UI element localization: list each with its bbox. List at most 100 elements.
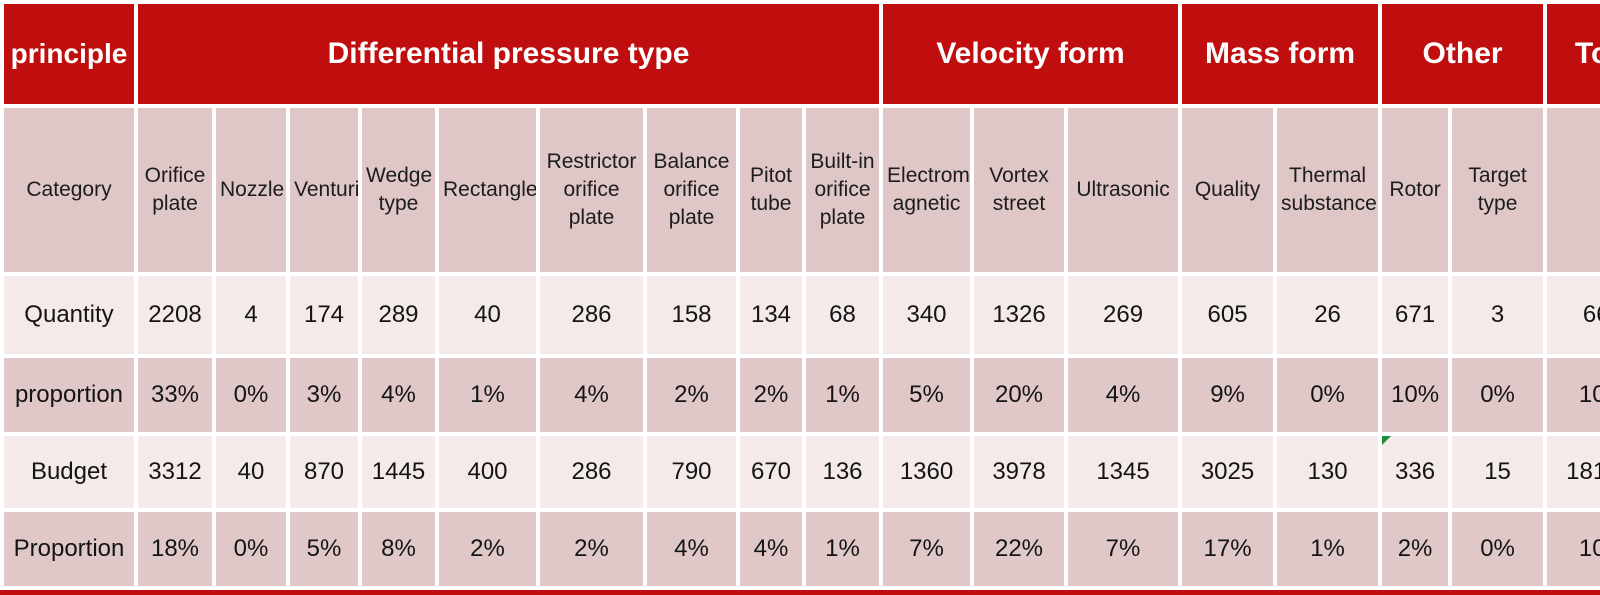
data-cell: 17% xyxy=(1182,512,1274,586)
data-cell: 2% xyxy=(647,358,736,432)
data-cell: 4% xyxy=(540,358,643,432)
data-cell: 1% xyxy=(1277,512,1379,586)
proportion-row-2: Proportion 18% 0% 5% 8% 2% 2% 4% 4% 1% 7… xyxy=(4,512,1600,586)
header-other: Other xyxy=(1382,4,1544,104)
data-cell: 40 xyxy=(439,276,536,354)
budget-row: Budget 3312 40 870 1445 400 286 790 670 … xyxy=(4,436,1600,508)
data-cell: 0% xyxy=(216,358,286,432)
bottom-red-strip xyxy=(0,590,1600,595)
data-cell: 286 xyxy=(540,276,643,354)
category-pitot-tube: Pitot tube xyxy=(740,108,802,272)
data-cell: 0% xyxy=(1452,512,1544,586)
data-cell: 2% xyxy=(740,358,802,432)
data-cell: 9% xyxy=(1182,358,1274,432)
data-cell: 2% xyxy=(1382,512,1449,586)
category-built-in-orifice-plate: Built-in orifice plate xyxy=(806,108,880,272)
proportion-row-1: proportion 33% 0% 3% 4% 1% 4% 2% 2% 1% 5… xyxy=(4,358,1600,432)
data-cell: 0% xyxy=(1452,358,1544,432)
category-rectangle: Rectangle xyxy=(439,108,536,272)
data-cell: 2% xyxy=(540,512,643,586)
data-cell: 8% xyxy=(362,512,435,586)
row-label-budget: Budget xyxy=(4,436,134,508)
header-total: Total xyxy=(1547,4,1600,104)
data-cell: 33% xyxy=(138,358,212,432)
data-cell: 3% xyxy=(290,358,358,432)
data-cell: 3025 xyxy=(1182,436,1274,508)
data-cell: 4% xyxy=(740,512,802,586)
category-empty xyxy=(1547,108,1600,272)
data-cell: 0% xyxy=(216,512,286,586)
data-cell: 1360 xyxy=(883,436,971,508)
data-cell: 400 xyxy=(439,436,536,508)
data-cell: 20% xyxy=(974,358,1065,432)
data-cell: 5% xyxy=(883,358,971,432)
category-orifice-plate: Orifice plate xyxy=(138,108,212,272)
header-row: principle Differential pressure type Vel… xyxy=(4,4,1600,104)
data-cell: 10% xyxy=(1382,358,1449,432)
data-cell: 1445 xyxy=(362,436,435,508)
row-label-proportion: proportion xyxy=(4,358,134,432)
data-cell: 18% xyxy=(138,512,212,586)
data-cell: 1326 xyxy=(974,276,1065,354)
data-cell: 5% xyxy=(290,512,358,586)
data-cell: 136 xyxy=(806,436,880,508)
data-cell: 40 xyxy=(216,436,286,508)
data-cell: 3312 xyxy=(138,436,212,508)
data-cell: 22% xyxy=(974,512,1065,586)
category-restrictor-orifice-plate: Restrictor orifice plate xyxy=(540,108,643,272)
data-cell: 130 xyxy=(1277,436,1379,508)
data-cell: 68 xyxy=(806,276,880,354)
data-cell-total: 18137.5 xyxy=(1547,436,1600,508)
data-cell: 1% xyxy=(806,358,880,432)
data-cell: 1345 xyxy=(1068,436,1179,508)
data-cell-rotor-budget: 336 xyxy=(1382,436,1449,508)
category-balance-orifice-plate: Balance orifice plate xyxy=(647,108,736,272)
category-row: Category Orifice plate Nozzle Venturi We… xyxy=(4,108,1600,272)
data-cell: 3 xyxy=(1452,276,1544,354)
header-velocity-form: Velocity form xyxy=(883,4,1179,104)
category-wedge-type: Wedge type xyxy=(362,108,435,272)
data-cell: 4 xyxy=(216,276,286,354)
data-cell: 174 xyxy=(290,276,358,354)
data-cell: 7% xyxy=(1068,512,1179,586)
category-thermal-substance: Thermal substance xyxy=(1277,108,1379,272)
data-cell: 605 xyxy=(1182,276,1274,354)
data-cell: 134 xyxy=(740,276,802,354)
category-ultrasonic: Ultrasonic xyxy=(1068,108,1179,272)
data-cell: 4% xyxy=(362,358,435,432)
data-cell: 158 xyxy=(647,276,736,354)
data-cell: 671 xyxy=(1382,276,1449,354)
data-cell: 790 xyxy=(647,436,736,508)
data-cell: 1% xyxy=(806,512,880,586)
data-cell: 670 xyxy=(740,436,802,508)
data-cell-value: 336 xyxy=(1395,458,1436,485)
header-mass-form: Mass form xyxy=(1182,4,1379,104)
category-vortex-street: Vortex street xyxy=(974,108,1065,272)
category-quality: Quality xyxy=(1182,108,1274,272)
error-indicator-icon xyxy=(1382,436,1392,445)
data-cell: 7% xyxy=(883,512,971,586)
header-differential-pressure-type: Differential pressure type xyxy=(138,4,880,104)
category-target-type: Target type xyxy=(1452,108,1544,272)
data-cell: 1% xyxy=(439,358,536,432)
category-rotor: Rotor xyxy=(1382,108,1449,272)
data-cell: 26 xyxy=(1277,276,1379,354)
data-cell: 870 xyxy=(290,436,358,508)
data-cell-total: 100% xyxy=(1547,358,1600,432)
data-cell-total: 6605 xyxy=(1547,276,1600,354)
data-cell: 286 xyxy=(540,436,643,508)
data-cell: 2% xyxy=(439,512,536,586)
quantity-row: Quantity 2208 4 174 289 40 286 158 134 6… xyxy=(4,276,1600,354)
data-cell: 4% xyxy=(1068,358,1179,432)
data-cell: 15 xyxy=(1452,436,1544,508)
row-label-proportion-2: Proportion xyxy=(4,512,134,586)
data-cell: 289 xyxy=(362,276,435,354)
row-label-quantity: Quantity xyxy=(4,276,134,354)
data-cell: 340 xyxy=(883,276,971,354)
data-cell: 2208 xyxy=(138,276,212,354)
row-label-category: Category xyxy=(4,108,134,272)
header-principle: principle xyxy=(4,4,134,104)
data-cell: 0% xyxy=(1277,358,1379,432)
category-nozzle: Nozzle xyxy=(216,108,286,272)
data-cell-total: 100% xyxy=(1547,512,1600,586)
